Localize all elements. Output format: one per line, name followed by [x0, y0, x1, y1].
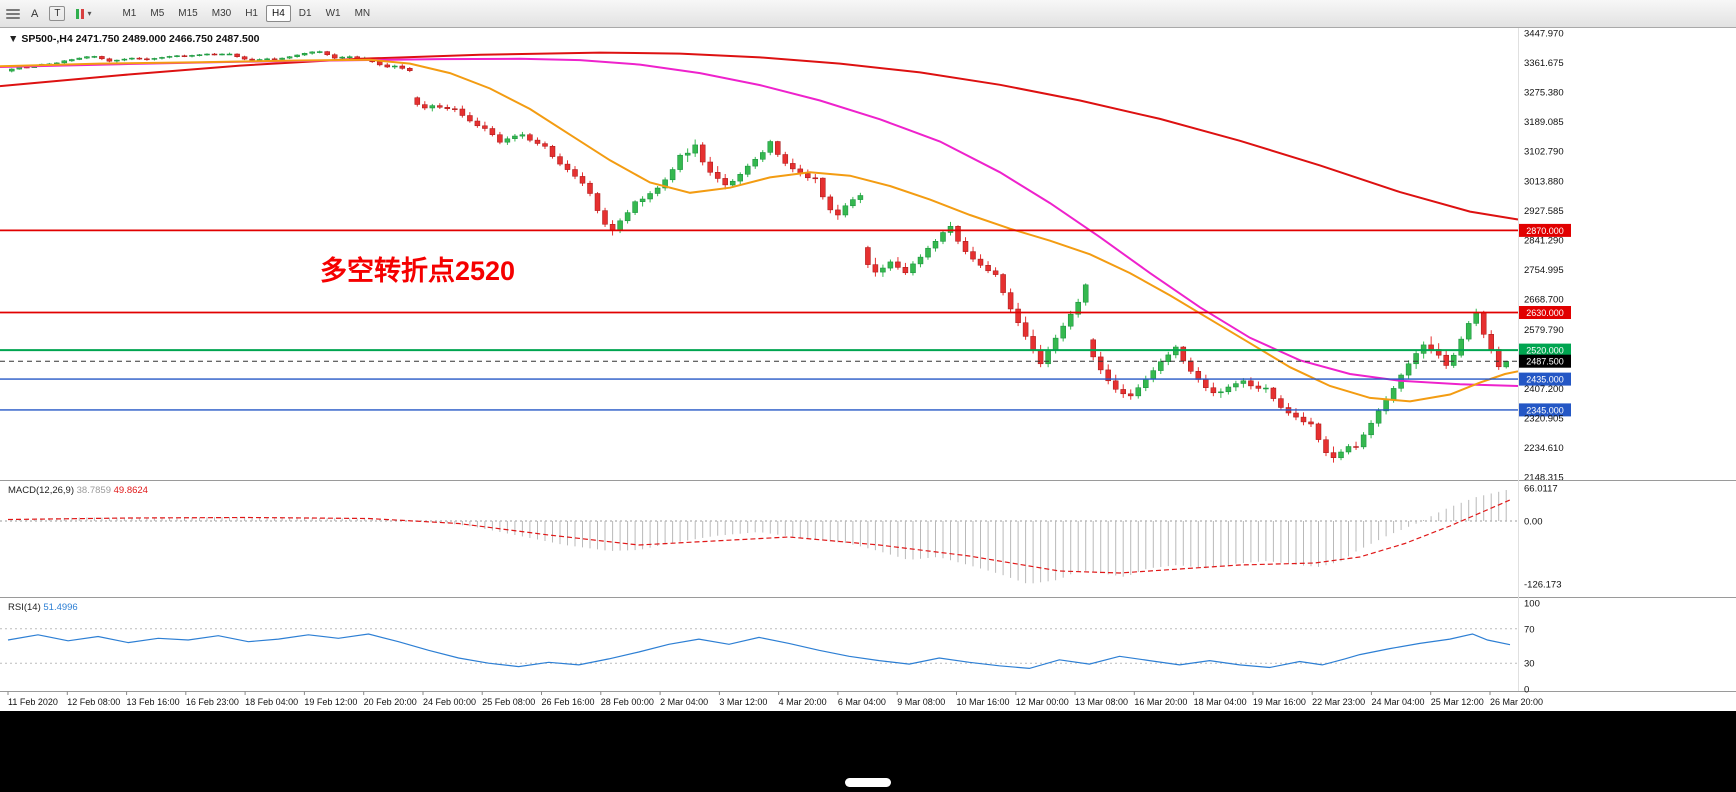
- svg-text:-126.173: -126.173: [1524, 580, 1562, 591]
- svg-text:2407.200: 2407.200: [1524, 384, 1564, 395]
- svg-text:12 Feb 08:00: 12 Feb 08:00: [67, 697, 120, 707]
- svg-text:25 Mar 12:00: 25 Mar 12:00: [1431, 697, 1484, 707]
- svg-text:16 Feb 23:00: 16 Feb 23:00: [186, 697, 239, 707]
- svg-text:16 Mar 20:00: 16 Mar 20:00: [1134, 697, 1187, 707]
- svg-text:70: 70: [1524, 624, 1535, 635]
- text-tool-button[interactable]: T: [49, 6, 66, 21]
- mid-ma-line: [0, 57, 1519, 387]
- svg-text:20 Feb 20:00: 20 Feb 20:00: [364, 697, 417, 707]
- svg-text:10 Mar 16:00: 10 Mar 16:00: [956, 697, 1009, 707]
- svg-text:3189.085: 3189.085: [1524, 117, 1564, 128]
- candlestick-down-icon: [81, 8, 85, 19]
- dropdown-caret-icon: ▾: [87, 9, 92, 18]
- svg-text:2148.315: 2148.315: [1524, 473, 1564, 484]
- rsi-label: RSI(14) 51.4996: [8, 602, 78, 613]
- svg-text:18 Mar 04:00: 18 Mar 04:00: [1194, 697, 1247, 707]
- svg-text:2345.000: 2345.000: [1526, 405, 1564, 415]
- timeframe-h1-button[interactable]: H1: [239, 5, 264, 22]
- svg-text:2435.000: 2435.000: [1526, 375, 1564, 385]
- objects-list-icon[interactable]: [6, 8, 20, 19]
- svg-text:3275.380: 3275.380: [1524, 87, 1564, 98]
- annotation-text: 多空转折点2520: [320, 255, 515, 286]
- macd-panel: 66.0117 0.00 -126.173 MACD(12,26,9) 38.7859…: [0, 483, 1562, 591]
- svg-text:6 Mar 04:00: 6 Mar 04:00: [838, 697, 886, 707]
- timeframe-group: M1 M5 M15 M30 H1 H4 D1 W1 MN: [116, 5, 376, 22]
- price-chart[interactable]: 2870.000 2630.000 2520.000 2435.000 2345.000…: [0, 28, 1736, 711]
- svg-text:3 Mar 12:00: 3 Mar 12:00: [719, 697, 767, 707]
- svg-text:30: 30: [1524, 659, 1535, 670]
- svg-text:9 Mar 08:00: 9 Mar 08:00: [897, 697, 945, 707]
- timeframe-h4-button[interactable]: H4: [265, 5, 291, 22]
- svg-text:3361.675: 3361.675: [1524, 58, 1564, 69]
- rsi-panel: 100 70 30 0 RSI(14) 51.4996: [0, 599, 1540, 696]
- svg-text:13 Mar 08:00: 13 Mar 08:00: [1075, 697, 1128, 707]
- svg-text:25 Feb 08:00: 25 Feb 08:00: [482, 697, 535, 707]
- svg-text:26 Feb 16:00: 26 Feb 16:00: [542, 697, 595, 707]
- svg-text:3447.970: 3447.970: [1524, 28, 1564, 39]
- svg-text:12 Mar 00:00: 12 Mar 00:00: [1016, 697, 1069, 707]
- macd-label: MACD(12,26,9) 38.7859 49.8624: [8, 485, 148, 496]
- candlestick-up-icon: [76, 8, 80, 19]
- timeframe-d1-button[interactable]: D1: [293, 5, 318, 22]
- current-price-label: [1519, 354, 1571, 368]
- svg-text:2320.905: 2320.905: [1524, 414, 1564, 425]
- home-indicator[interactable]: [845, 778, 891, 787]
- svg-text:66.0117: 66.0117: [1524, 483, 1558, 494]
- svg-text:0.00: 0.00: [1524, 517, 1543, 528]
- svg-text:11 Feb 2020: 11 Feb 2020: [8, 697, 58, 707]
- svg-text:13 Feb 16:00: 13 Feb 16:00: [127, 697, 180, 707]
- svg-text:28 Feb 00:00: 28 Feb 00:00: [601, 697, 654, 707]
- svg-text:2520.000: 2520.000: [1526, 346, 1564, 356]
- svg-text:2927.585: 2927.585: [1524, 206, 1564, 217]
- svg-text:100: 100: [1524, 599, 1540, 610]
- svg-text:24 Feb 00:00: 24 Feb 00:00: [423, 697, 476, 707]
- svg-text:2841.290: 2841.290: [1524, 236, 1564, 247]
- annotation-a-button[interactable]: A: [31, 7, 39, 20]
- svg-text:2870.000: 2870.000: [1526, 226, 1564, 236]
- chart-type-button[interactable]: ▾: [72, 8, 95, 20]
- rsi-line: [7, 633, 1511, 670]
- candles-layer: [9, 50, 1509, 463]
- svg-text:2 Mar 04:00: 2 Mar 04:00: [660, 697, 708, 707]
- timeframe-m1-button[interactable]: M1: [116, 5, 142, 22]
- svg-text:3013.880: 3013.880: [1524, 177, 1564, 188]
- price-axis: 3447.970 3361.675 3275.380 3189.085 3102.790…: [1524, 28, 1564, 483]
- svg-text:2234.610: 2234.610: [1524, 443, 1564, 454]
- home-indicator-bar: [0, 711, 1736, 792]
- svg-text:2668.700: 2668.700: [1524, 295, 1564, 306]
- svg-text:18 Feb 04:00: 18 Feb 04:00: [245, 697, 298, 707]
- svg-text:0: 0: [1524, 685, 1529, 696]
- chart-toolbar: A T ▾ M1 M5 M15 M30 H1 H4 D1 W1 MN: [0, 0, 1736, 28]
- timeframe-mn-button[interactable]: MN: [349, 5, 377, 22]
- svg-text:19 Mar 16:00: 19 Mar 16:00: [1253, 697, 1306, 707]
- slow-ma-line: [0, 51, 1519, 221]
- svg-text:26 Mar 20:00: 26 Mar 20:00: [1490, 697, 1543, 707]
- hlines-layer: 2870.000 2630.000 2520.000 2435.000 2345.000: [0, 223, 1571, 417]
- macd-signal-line: [7, 499, 1511, 574]
- timeframe-m30-button[interactable]: M30: [206, 5, 237, 22]
- moving-averages-layer: [0, 51, 1519, 403]
- svg-text:2630.000: 2630.000: [1526, 308, 1564, 318]
- svg-text:19 Feb 12:00: 19 Feb 12:00: [304, 697, 357, 707]
- timeframe-m5-button[interactable]: M5: [144, 5, 170, 22]
- symbol-ohlc-line: ▼ SP500-,H4 2471.750 2489.000 2466.750 2…: [8, 33, 260, 45]
- fast-ma-line: [0, 58, 1519, 403]
- svg-text:2754.995: 2754.995: [1524, 265, 1564, 276]
- timeframe-m15-button[interactable]: M15: [172, 5, 203, 22]
- svg-text:3102.790: 3102.790: [1524, 146, 1564, 157]
- date-axis: 11 Feb 2020 12 Feb 08:00 13 Feb 16:00 16 Fe…: [7, 691, 1543, 707]
- timeframe-w1-button[interactable]: W1: [320, 5, 347, 22]
- svg-text:2579.790: 2579.790: [1524, 325, 1564, 336]
- svg-text:4 Mar 20:00: 4 Mar 20:00: [779, 697, 827, 707]
- svg-text:24 Mar 04:00: 24 Mar 04:00: [1371, 697, 1424, 707]
- svg-text:2487.500: 2487.500: [1526, 357, 1564, 367]
- svg-text:22 Mar 23:00: 22 Mar 23:00: [1312, 697, 1365, 707]
